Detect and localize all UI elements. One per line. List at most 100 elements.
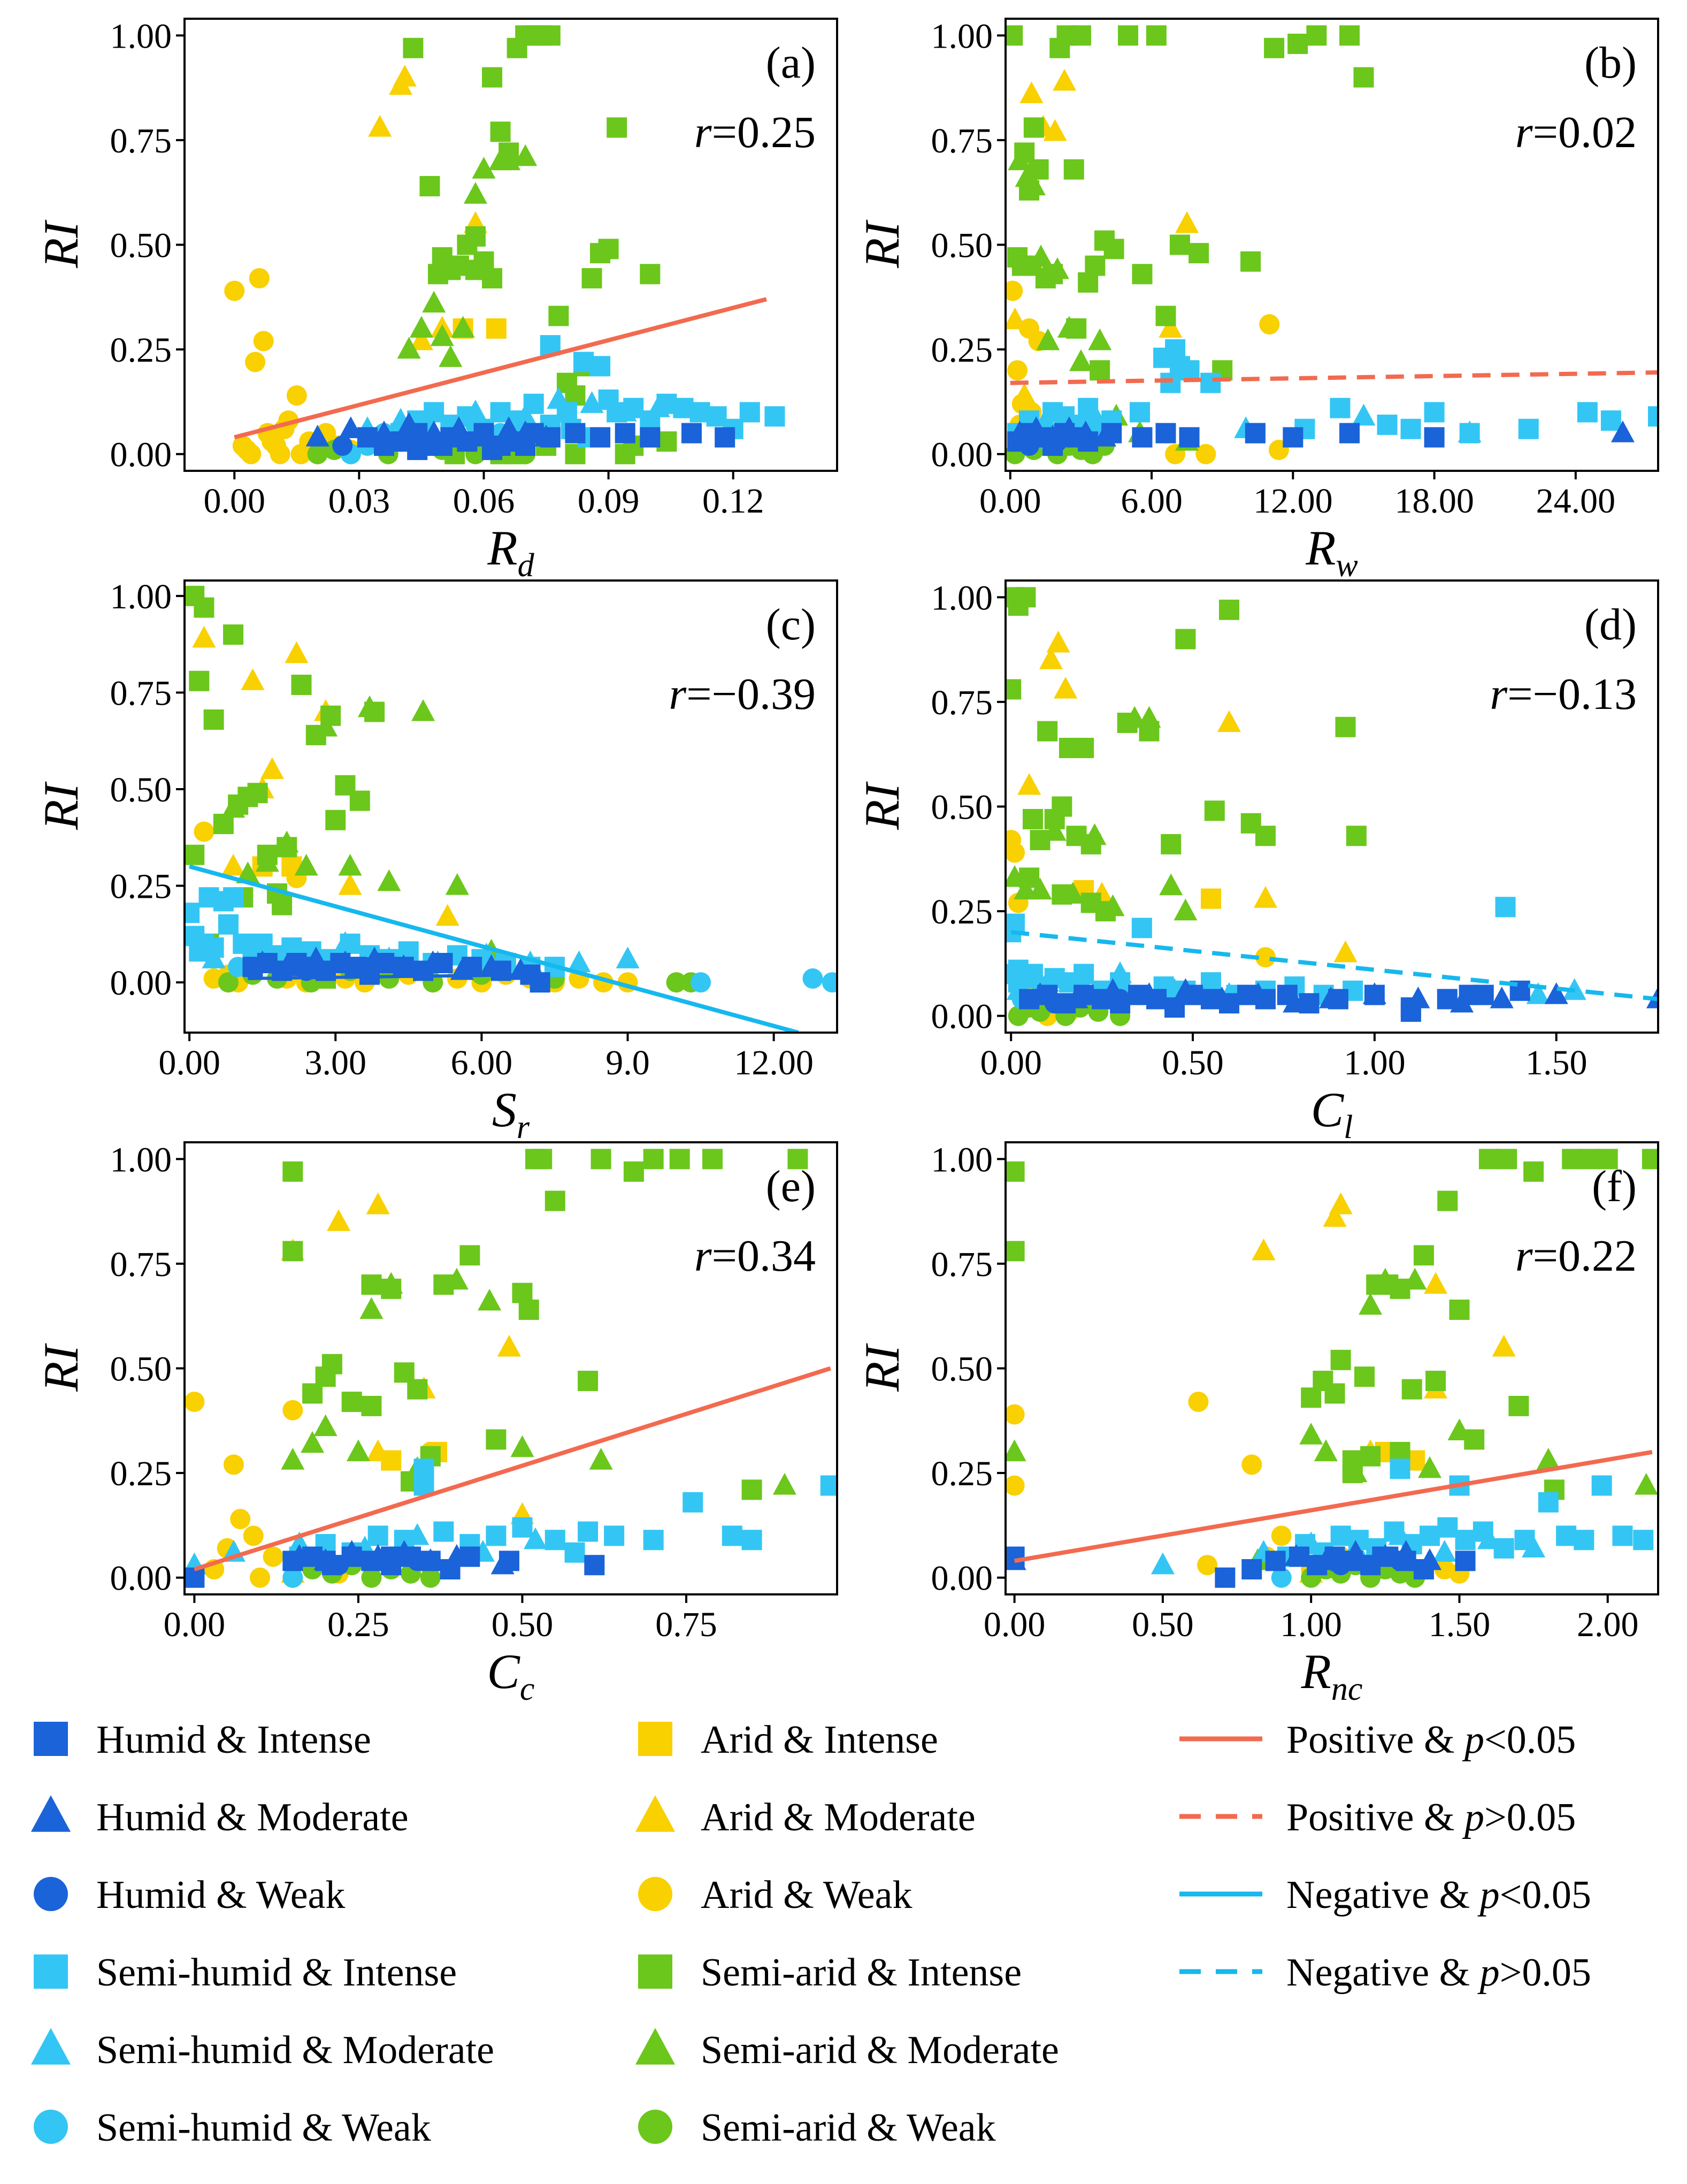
x-axis-label-main: C (1311, 1082, 1345, 1137)
x-axis-label-main: S (492, 1082, 517, 1137)
data-point (1017, 773, 1041, 795)
correlation-value: =−0.39 (686, 669, 816, 719)
x-axis-label: Cl (1311, 1082, 1353, 1146)
data-point (604, 1525, 625, 1546)
data-point (1271, 1525, 1292, 1546)
data-point (741, 1479, 762, 1500)
data-point (1006, 865, 1027, 887)
data-point (1323, 1205, 1347, 1227)
legend-label: Semi-arid & Weak (701, 2106, 996, 2150)
data-point (354, 957, 375, 978)
data-point (472, 157, 496, 179)
data-point (445, 873, 469, 895)
x-tick-label: 1.00 (1280, 1605, 1342, 1644)
data-point (361, 1274, 382, 1295)
data-point (1070, 25, 1091, 46)
legend-label-prefix: Positive & (1286, 1796, 1464, 1839)
data-point (447, 416, 471, 438)
data-point (435, 904, 459, 926)
data-point (223, 887, 244, 908)
data-point (430, 324, 454, 346)
data-point (1611, 421, 1635, 442)
x-axis-label-sub: c (520, 1671, 535, 1707)
data-point (332, 436, 353, 456)
data-point (1146, 25, 1167, 46)
data-point (1101, 894, 1125, 917)
panel-label: (a) (766, 38, 816, 88)
data-point (459, 1245, 480, 1266)
data-point (590, 427, 611, 448)
data-point (1175, 629, 1196, 650)
data-point (1556, 1525, 1577, 1546)
data-point (282, 1241, 303, 1262)
data-point (513, 421, 538, 442)
y-tick-label: 0.25 (931, 331, 993, 370)
legend-square-icon (638, 1954, 672, 1989)
data-point (490, 1552, 515, 1575)
data-point (221, 853, 246, 876)
legend-label-threshold: >0.05 (1484, 1796, 1576, 1839)
data-point (328, 1555, 349, 1576)
data-point (282, 1400, 303, 1421)
data-point (463, 182, 487, 204)
legend-circle-icon (34, 1877, 68, 1911)
data-point (194, 597, 214, 618)
legend-label: Negative & p<0.05 (1286, 1873, 1591, 1917)
data-point (1432, 1540, 1456, 1562)
data-point (1424, 427, 1445, 448)
data-point (1022, 173, 1046, 196)
legend: Humid & Intense Humid & Moderate Humid & W… (30, 1718, 1591, 2150)
correlation-label: r=−0.39 (669, 669, 816, 719)
data-point (1255, 947, 1276, 968)
data-point (564, 1542, 585, 1563)
data-point (1218, 599, 1239, 620)
data-point (255, 850, 279, 872)
y-tick-label: 0.50 (931, 226, 993, 265)
data-point (1006, 842, 1025, 863)
data-point (702, 1149, 723, 1170)
data-point (1425, 1370, 1446, 1391)
data-point (578, 1370, 599, 1391)
data-point (1508, 1395, 1529, 1416)
data-point (1036, 328, 1060, 350)
x-tick-label: 6.00 (1121, 482, 1183, 521)
data-point (1217, 710, 1241, 732)
legend-label-p: p (1477, 1951, 1500, 1995)
y-axis-label: RI (855, 1343, 909, 1392)
data-point (338, 873, 362, 895)
data-point (567, 950, 591, 973)
correlation-symbol: r (1490, 669, 1508, 719)
data-point (1130, 402, 1151, 423)
legend-label: Semi-arid & Intense (701, 1951, 1022, 1995)
data-point (681, 423, 702, 444)
data-point (202, 946, 226, 968)
x-axis-label-main: C (487, 1644, 521, 1699)
data-point (1085, 255, 1106, 276)
data-point (1047, 431, 1068, 452)
data-point (1330, 398, 1351, 418)
data-point (1022, 808, 1043, 829)
data-point (1039, 647, 1063, 669)
data-point (247, 783, 268, 804)
data-point (218, 914, 239, 935)
data-point (1046, 630, 1070, 653)
data-point (392, 954, 416, 976)
data-point (1161, 834, 1182, 854)
data-point (1518, 418, 1539, 439)
legend-item: Semi-arid & Moderate (635, 2028, 1059, 2072)
data-point (540, 25, 561, 46)
data-point (1132, 264, 1153, 285)
scatter-points (1006, 587, 1658, 1026)
data-point (513, 403, 538, 426)
data-point (1019, 81, 1044, 103)
legend-item: Semi-humid & Weak (34, 2106, 431, 2150)
data-point (1103, 239, 1124, 259)
data-point (1362, 982, 1386, 1004)
fit-line (1014, 1450, 1653, 1563)
correlation-symbol: r (694, 1231, 712, 1281)
x-tick-label: 0.03 (328, 482, 390, 521)
data-point (787, 1149, 808, 1170)
x-axis-label-main: R (1305, 521, 1336, 575)
data-point (615, 423, 635, 444)
